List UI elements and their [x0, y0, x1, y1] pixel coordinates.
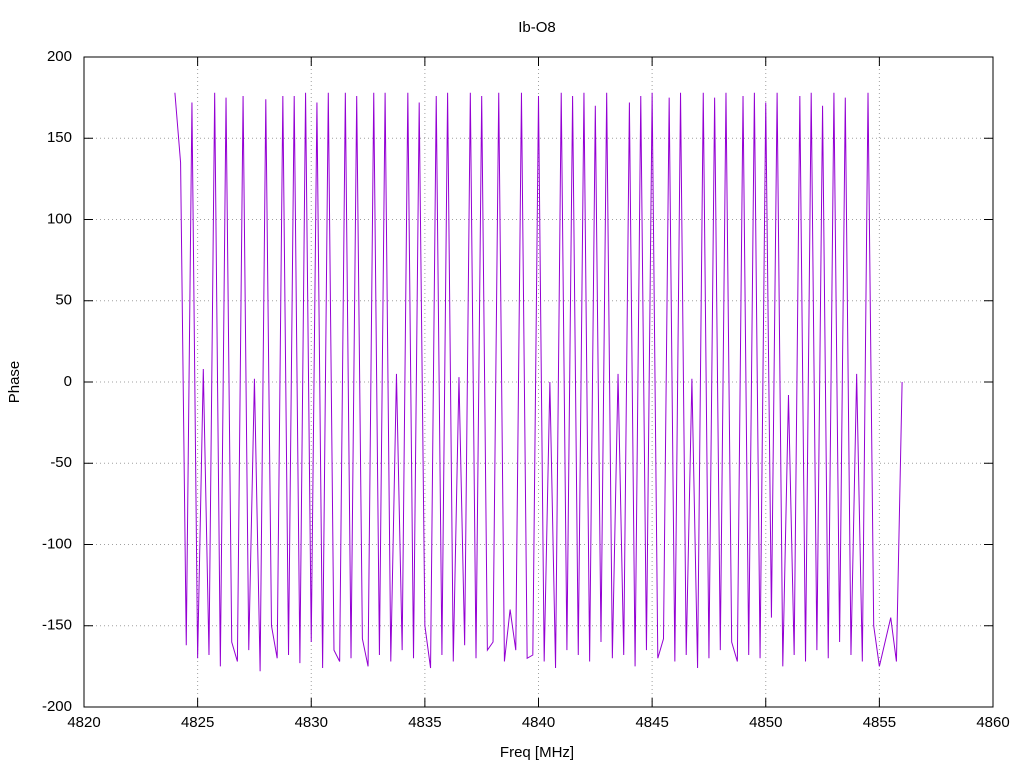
chart-title: Ib-O8	[518, 19, 556, 36]
x-tick-label: 4835	[408, 714, 441, 731]
x-tick-label: 4860	[976, 714, 1009, 731]
x-tick-label: 4830	[295, 714, 328, 731]
y-tick-label: 200	[47, 48, 72, 65]
x-tick-label: 4855	[863, 714, 896, 731]
y-tick-label: 50	[55, 292, 72, 309]
x-axis-label: Freq [MHz]	[500, 744, 574, 761]
x-tick-label: 4825	[181, 714, 214, 731]
y-tick-label: 0	[64, 373, 72, 390]
x-tick-label: 4850	[749, 714, 782, 731]
y-tick-label: -100	[42, 535, 72, 552]
x-tick-label: 4840	[522, 714, 555, 731]
x-tick-label: 4845	[635, 714, 668, 731]
plot-frame	[83, 56, 994, 708]
y-tick-label: -150	[42, 617, 72, 634]
y-tick-label: -200	[42, 698, 72, 715]
y-axis-label: Phase	[6, 361, 23, 404]
y-tick-label: 100	[47, 210, 72, 227]
data-line	[174, 92, 903, 672]
y-tick-label: 150	[47, 129, 72, 146]
x-tick-label: 4820	[67, 714, 100, 731]
y-tick-label: -50	[50, 454, 72, 471]
